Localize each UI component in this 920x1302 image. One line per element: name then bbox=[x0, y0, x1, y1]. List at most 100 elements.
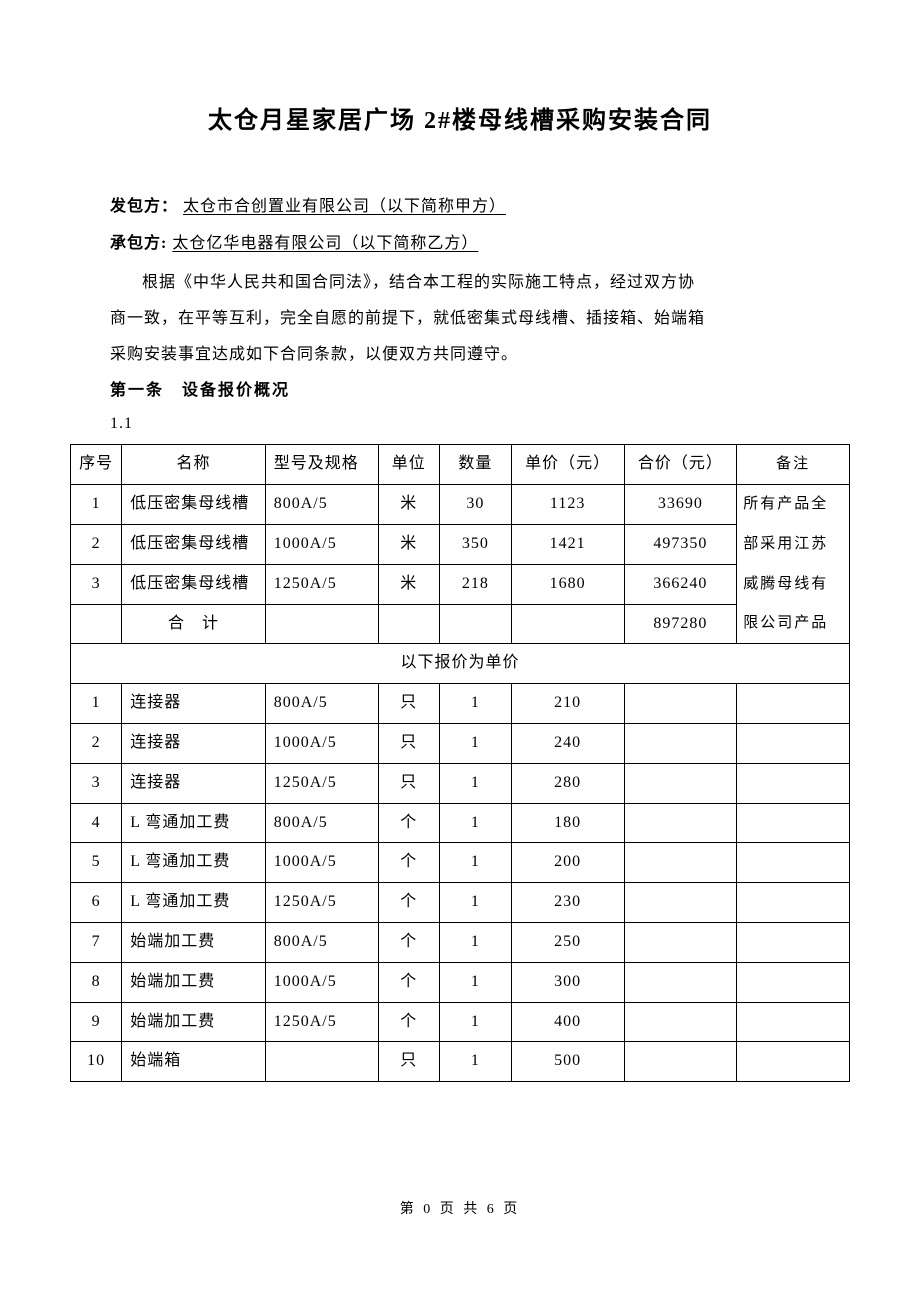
cell-price: 210 bbox=[511, 684, 624, 724]
cell-price: 1421 bbox=[511, 524, 624, 564]
table-row: 2 低压密集母线槽 1000A/5 米 350 1421 497350 部采用江… bbox=[71, 524, 850, 564]
cell-qty: 1 bbox=[440, 723, 512, 763]
table-row: 10 始端箱 只 1 500 bbox=[71, 1042, 850, 1082]
cell-spec: 1250A/5 bbox=[265, 564, 378, 604]
table-row: 2 连接器 1000A/5 只 1 240 bbox=[71, 723, 850, 763]
cell-total bbox=[624, 922, 737, 962]
cell-name: L 弯通加工费 bbox=[122, 843, 266, 883]
cell-qty: 1 bbox=[440, 922, 512, 962]
cell-qty: 1 bbox=[440, 843, 512, 883]
cell-note bbox=[737, 843, 850, 883]
cell-qty bbox=[440, 604, 512, 644]
cell-total: 366240 bbox=[624, 564, 737, 604]
cell-seq: 1 bbox=[71, 485, 122, 525]
cell-seq bbox=[71, 604, 122, 644]
cell-unit: 只 bbox=[378, 684, 440, 724]
cell-spec: 1000A/5 bbox=[265, 524, 378, 564]
cell-unit: 个 bbox=[378, 843, 440, 883]
cell-name: 连接器 bbox=[122, 684, 266, 724]
cell-note: 所有产品全 bbox=[737, 485, 850, 525]
cell-unit bbox=[378, 604, 440, 644]
cell-seq: 3 bbox=[71, 763, 122, 803]
cell-unit: 只 bbox=[378, 763, 440, 803]
cell-name: 低压密集母线槽 bbox=[122, 485, 266, 525]
cell-price: 300 bbox=[511, 962, 624, 1002]
cell-seq: 4 bbox=[71, 803, 122, 843]
cell-name: 低压密集母线槽 bbox=[122, 524, 266, 564]
intro-p3: 采购安装事宜达成如下合同条款，以便双方共同遵守。 bbox=[110, 339, 830, 371]
cell-unit: 只 bbox=[378, 723, 440, 763]
party-b-label: 承包方: bbox=[110, 235, 167, 252]
document-title: 太仓月星家居广场 2#楼母线槽采购安装合同 bbox=[70, 100, 850, 143]
cell-price: 250 bbox=[511, 922, 624, 962]
party-b-value: 太仓亿华电器有限公司（以下简称乙方） bbox=[172, 235, 478, 252]
cell-name: 始端加工费 bbox=[122, 1002, 266, 1042]
cell-total bbox=[624, 684, 737, 724]
cell-name: 低压密集母线槽 bbox=[122, 564, 266, 604]
table-row: 7 始端加工费 800A/5 个 1 250 bbox=[71, 922, 850, 962]
cell-price bbox=[511, 604, 624, 644]
cell-name: 始端加工费 bbox=[122, 922, 266, 962]
intro-p1: 根据《中华人民共和国合同法》，结合本工程的实际施工特点，经过双方协 bbox=[110, 267, 830, 299]
cell-total: 497350 bbox=[624, 524, 737, 564]
table-row: 3 连接器 1250A/5 只 1 280 bbox=[71, 763, 850, 803]
table-row: 4 L 弯通加工费 800A/5 个 1 180 bbox=[71, 803, 850, 843]
table-row: 8 始端加工费 1000A/5 个 1 300 bbox=[71, 962, 850, 1002]
cell-note: 威腾母线有 bbox=[737, 564, 850, 604]
table-row: 5 L 弯通加工费 1000A/5 个 1 200 bbox=[71, 843, 850, 883]
cell-total bbox=[624, 723, 737, 763]
cell-spec: 800A/5 bbox=[265, 803, 378, 843]
cell-unit: 米 bbox=[378, 485, 440, 525]
cell-qty: 350 bbox=[440, 524, 512, 564]
cell-qty: 30 bbox=[440, 485, 512, 525]
cell-seq: 10 bbox=[71, 1042, 122, 1082]
cell-seq: 7 bbox=[71, 922, 122, 962]
cell-total bbox=[624, 1002, 737, 1042]
table-row: 3 低压密集母线槽 1250A/5 米 218 1680 366240 威腾母线… bbox=[71, 564, 850, 604]
cell-name: 始端加工费 bbox=[122, 962, 266, 1002]
cell-seq: 9 bbox=[71, 1002, 122, 1042]
cell-total bbox=[624, 763, 737, 803]
cell-total bbox=[624, 843, 737, 883]
cell-seq: 2 bbox=[71, 524, 122, 564]
th-qty: 数量 bbox=[440, 445, 512, 485]
cell-price: 500 bbox=[511, 1042, 624, 1082]
cell-spec: 800A/5 bbox=[265, 485, 378, 525]
cell-note bbox=[737, 684, 850, 724]
table-row: 1 低压密集母线槽 800A/5 米 30 1123 33690 所有产品全 bbox=[71, 485, 850, 525]
cell-note bbox=[737, 1002, 850, 1042]
cell-sum-label: 合 计 bbox=[122, 604, 266, 644]
cell-name: 始端箱 bbox=[122, 1042, 266, 1082]
table-row: 1 连接器 800A/5 只 1 210 bbox=[71, 684, 850, 724]
th-note: 备注 bbox=[737, 445, 850, 485]
cell-unit: 只 bbox=[378, 1042, 440, 1082]
th-unit: 单位 bbox=[378, 445, 440, 485]
cell-spec bbox=[265, 1042, 378, 1082]
cell-note bbox=[737, 1042, 850, 1082]
cell-total bbox=[624, 803, 737, 843]
cell-qty: 1 bbox=[440, 803, 512, 843]
cell-unit: 个 bbox=[378, 803, 440, 843]
cell-note bbox=[737, 883, 850, 923]
cell-price: 1123 bbox=[511, 485, 624, 525]
cell-price: 240 bbox=[511, 723, 624, 763]
cell-note bbox=[737, 723, 850, 763]
party-a-line: 发包方： 太仓市合创置业有限公司（以下简称甲方） bbox=[110, 193, 850, 222]
table-row: 6 L 弯通加工费 1250A/5 个 1 230 bbox=[71, 883, 850, 923]
party-b-line: 承包方: 太仓亿华电器有限公司（以下简称乙方） bbox=[110, 230, 850, 259]
cell-price: 230 bbox=[511, 883, 624, 923]
cell-unit: 米 bbox=[378, 524, 440, 564]
cell-note: 部采用江苏 bbox=[737, 524, 850, 564]
cell-spec: 1250A/5 bbox=[265, 883, 378, 923]
cell-spec: 800A/5 bbox=[265, 684, 378, 724]
th-spec: 型号及规格 bbox=[265, 445, 378, 485]
th-total: 合价（元） bbox=[624, 445, 737, 485]
cell-unit: 个 bbox=[378, 922, 440, 962]
cell-qty: 1 bbox=[440, 883, 512, 923]
th-name: 名称 bbox=[122, 445, 266, 485]
cell-seq: 3 bbox=[71, 564, 122, 604]
divider-cell: 以下报价为单价 bbox=[71, 644, 850, 684]
section-1-heading: 第一条 设备报价概况 bbox=[110, 377, 850, 406]
cell-spec: 1000A/5 bbox=[265, 843, 378, 883]
cell-name: L 弯通加工费 bbox=[122, 803, 266, 843]
